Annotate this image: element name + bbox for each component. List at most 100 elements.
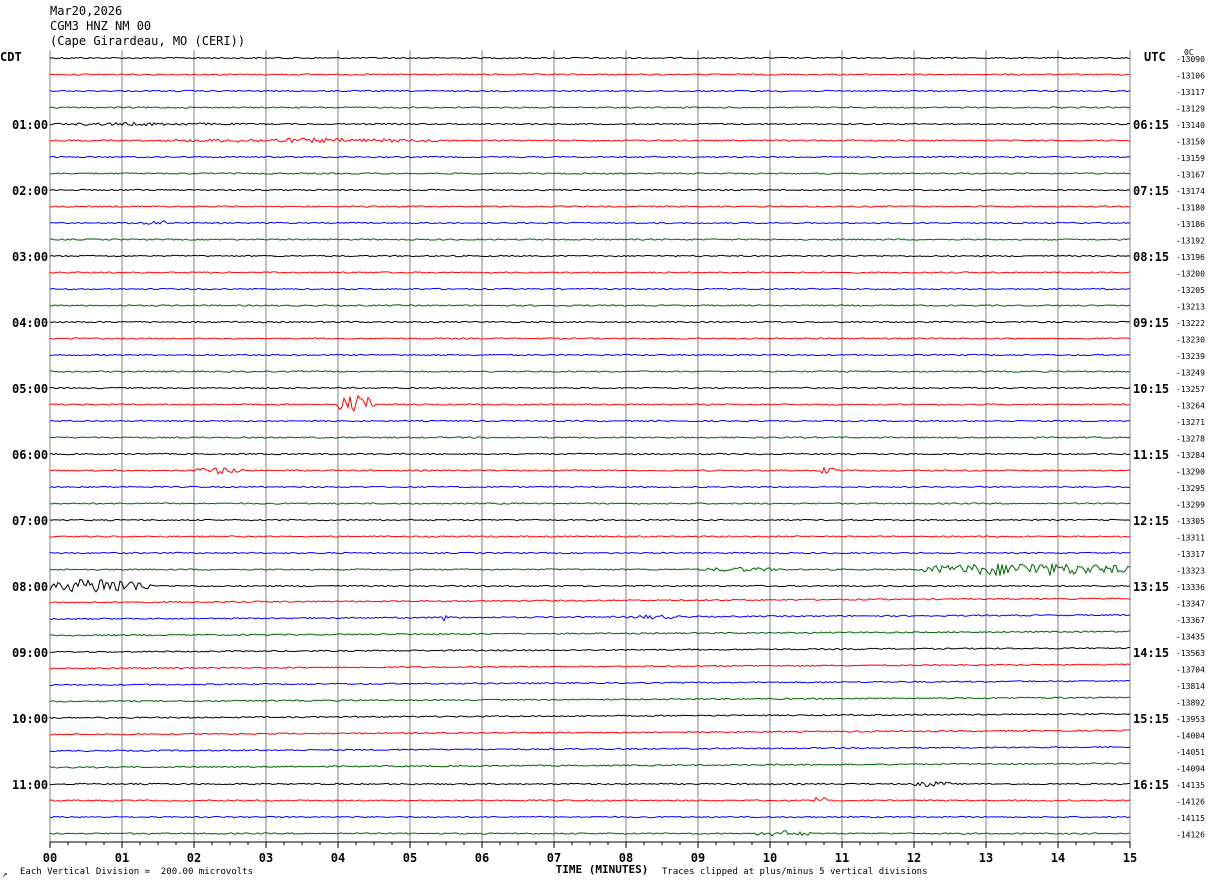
trace-offset-label: -13323: [1176, 567, 1205, 576]
station-location: (Cape Girardeau, MO (CERI)): [50, 34, 246, 48]
right-hour-label: 06:15: [1133, 118, 1169, 132]
right-top-label: 0C: [1184, 48, 1194, 57]
x-tick-label-13: 13: [979, 851, 993, 865]
trace-offset-label: -13295: [1176, 484, 1205, 493]
left-hour-label: 07:00: [12, 514, 48, 528]
trace-offset-label: -13435: [1176, 633, 1205, 642]
trace-8: [49, 188, 1131, 192]
left-hour-label: 10:00: [12, 712, 48, 726]
trace-offset-label: -14004: [1176, 732, 1205, 741]
trace-16: [49, 320, 1131, 324]
station-code: CGM3 HNZ NM 00: [50, 19, 152, 33]
trace-offset-label: -14094: [1176, 765, 1205, 774]
trace-35: [49, 630, 1131, 637]
x-tick-label-08: 08: [619, 851, 633, 865]
trace-12: [49, 254, 1131, 258]
trace-offset-label: -14051: [1176, 748, 1205, 757]
trace-18: [49, 353, 1131, 357]
trace-offset-label: -13278: [1176, 435, 1205, 444]
left-hour-label: 11:00: [12, 778, 48, 792]
x-tick-label-04: 04: [331, 851, 345, 865]
right-hour-label: 16:15: [1133, 778, 1169, 792]
x-tick-label-14: 14: [1051, 851, 1065, 865]
trace-27: [49, 502, 1131, 505]
trace-10: [49, 220, 1131, 225]
trace-41: [49, 729, 1131, 736]
right-hour-label: 07:15: [1133, 184, 1169, 198]
trace-22: [49, 419, 1131, 423]
left-hour-label: 02:00: [12, 184, 48, 198]
trace-15: [49, 304, 1131, 307]
left-hour-label: 09:00: [12, 646, 48, 660]
left-hour-label: 03:00: [12, 250, 48, 264]
x-tick-label-01: 01: [115, 851, 129, 865]
clip-note: Traces clipped at plus/minus 5 vertical …: [662, 867, 928, 877]
left-timezone-label: CDT: [0, 50, 22, 64]
right-hour-label: 15:15: [1133, 712, 1169, 726]
trace-3: [49, 106, 1131, 109]
trace-45: [49, 796, 1131, 802]
right-hour-label: 12:15: [1133, 514, 1169, 528]
left-hour-label: 05:00: [12, 382, 48, 396]
trace-offset-label: -13196: [1176, 253, 1205, 262]
trace-offset-label: -13129: [1176, 105, 1205, 114]
trace-offset-label: -13299: [1176, 501, 1205, 510]
trace-offset-label: -14126: [1176, 831, 1205, 840]
x-tick-label-00: 00: [43, 851, 57, 865]
trace-offset-label: -14126: [1176, 798, 1205, 807]
trace-32: [49, 578, 1131, 593]
trace-offset-label: -13257: [1176, 385, 1205, 394]
trace-offset-label: -13205: [1176, 286, 1205, 295]
right-hour-label: 14:15: [1133, 646, 1169, 660]
x-tick-label-06: 06: [475, 851, 489, 865]
trace-offset-label: -13892: [1176, 699, 1205, 708]
x-tick-label-09: 09: [691, 851, 705, 865]
trace-46: [49, 815, 1131, 819]
x-tick-label-05: 05: [403, 851, 417, 865]
right-timezone-label: UTC: [1144, 50, 1166, 64]
footer-icon: ↗: [2, 870, 8, 880]
trace-offset-label: -13192: [1176, 237, 1205, 246]
trace-4: [49, 121, 1131, 127]
trace-39: [49, 696, 1131, 703]
trace-offset-label: -13200: [1176, 270, 1205, 279]
right-hour-label: 09:15: [1133, 316, 1169, 330]
trace-23: [49, 436, 1131, 439]
right-hour-label: 10:15: [1133, 382, 1169, 396]
trace-29: [49, 535, 1131, 538]
trace-offset-label: -13117: [1176, 88, 1205, 97]
trace-offset-label: -13239: [1176, 352, 1205, 361]
trace-offset-label: -13317: [1176, 550, 1205, 559]
trace-17: [49, 337, 1131, 340]
trace-offset-label: -13106: [1176, 72, 1205, 81]
trace-36: [49, 646, 1131, 654]
trace-21: [49, 394, 1131, 413]
left-hour-label: 08:00: [12, 580, 48, 594]
trace-6: [49, 155, 1131, 159]
trace-42: [49, 745, 1131, 753]
trace-offset-label: -13271: [1176, 418, 1205, 427]
x-tick-label-11: 11: [835, 851, 849, 865]
x-tick-label-03: 03: [259, 851, 273, 865]
trace-offset-label: -13336: [1176, 583, 1205, 592]
trace-40: [49, 712, 1131, 720]
trace-1: [49, 73, 1131, 76]
right-hour-label: 08:15: [1133, 250, 1169, 264]
trace-43: [49, 762, 1131, 769]
trace-offset-label: -14115: [1176, 814, 1205, 823]
trace-offset-label: -13305: [1176, 517, 1205, 526]
right-hour-label: 13:15: [1133, 580, 1169, 594]
trace-offset-label: -13814: [1176, 682, 1205, 691]
trace-0: [49, 56, 1131, 60]
trace-26: [49, 485, 1131, 489]
trace-offset-label: -13249: [1176, 369, 1205, 378]
trace-2: [49, 89, 1131, 93]
x-tick-label-12: 12: [907, 851, 921, 865]
trace-offset-label: -13222: [1176, 319, 1205, 328]
trace-offset-label: -13367: [1176, 616, 1205, 625]
trace-offset-label: -13563: [1176, 649, 1205, 658]
trace-38: [49, 679, 1131, 687]
trace-offset-label: -13186: [1176, 220, 1205, 229]
trace-offset-label: -13159: [1176, 154, 1205, 163]
